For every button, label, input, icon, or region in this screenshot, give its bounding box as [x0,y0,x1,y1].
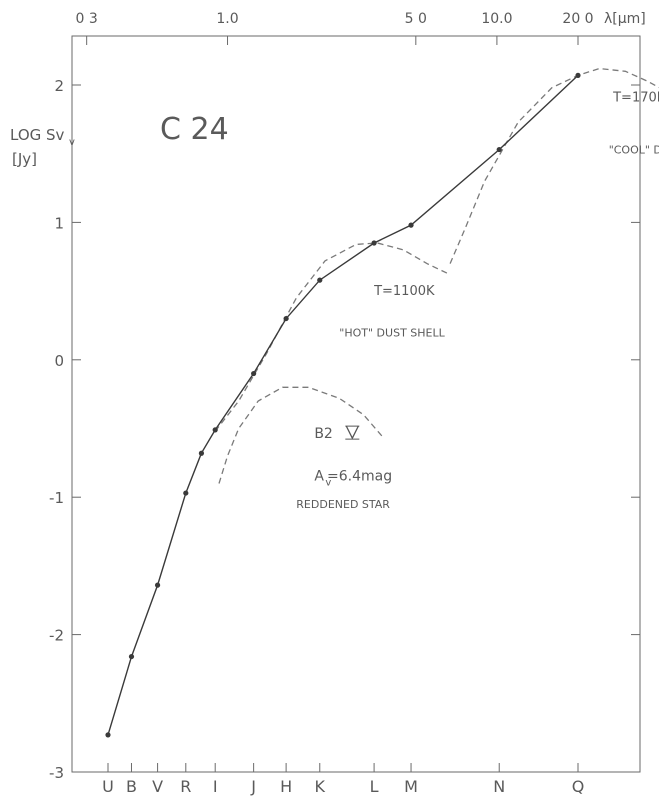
y-axis-unit: [Jy] [12,150,37,168]
top-tick-label: 10.0 [481,11,512,27]
axes: 2 1 0 -1 -2 -3 U B V R I J H K L M N Q 0 3 1.0 5 0 10.0 20 0 [49,11,641,796]
top-tick-label: 20 0 [562,11,593,27]
x-tick-label-q: Q [572,777,585,796]
top-tick-label: 1.0 [216,11,238,27]
data-point [317,277,323,283]
top-tick-label: 5 0 [405,11,427,27]
data-point [212,427,218,433]
x-tick-label-m: M [404,777,418,796]
av-subscript: v [325,478,331,489]
x-tick-label-k: K [315,777,326,796]
y-tick-label: 1 [54,214,64,232]
annotation: "COOL" DUST SHELL [609,144,659,157]
annotations: T=170K "COOL" DUST SHELL T=1100K "HOT" DUST… [69,90,659,511]
data-point [575,72,581,78]
y-tick-label: 2 [54,77,64,95]
x-tick-label-j: J [250,777,256,796]
plot-frame [71,35,641,773]
x-tick-label-b: B [126,777,137,796]
model-curve-2 [214,242,451,432]
annotation: "HOT" DUST SHELL [339,326,445,339]
data-point [283,315,289,322]
y-tick-label: -1 [49,489,64,507]
y-tick-label: -2 [49,627,64,645]
sv-subscript: v [69,137,75,148]
x-tick-label-v: V [152,777,163,796]
y-axis-label-main: LOG Sv [10,126,65,144]
top-tick-label: 0 3 [76,11,98,27]
data-point [128,653,135,660]
x-tick-label-r: R [180,777,191,796]
data-point [183,490,189,496]
data-point [154,582,161,588]
data-point [198,450,205,456]
y-tick-label: 0 [54,352,64,370]
sed-series [105,72,581,738]
data-point [105,732,111,738]
y-tick-label: -3 [49,764,64,782]
model-curves [214,67,659,484]
chart-title: C 24 [160,112,229,147]
annotation: B2 [314,426,333,442]
x-tick-label-n: N [493,777,505,796]
y-axis-label: LOG Sv [10,126,65,144]
x-tick-label-h: H [280,777,292,796]
x-tick-label-l: L [370,777,379,796]
x-tick-label-i: I [213,777,218,796]
annotation: =6.4mag [327,469,392,485]
annotation: T=170K [612,90,659,105]
roman-v-glyph [345,425,359,440]
data-point [496,146,502,153]
annotation: REDDENED STAR [296,498,390,511]
model-curve-1 [218,386,385,484]
annotation: T=1100K [373,284,435,299]
top-axis-unit: λ[μm] [604,11,646,27]
annotation: A [314,469,324,485]
data-point [371,240,377,246]
data-point [408,222,414,228]
model-curve-3 [449,67,659,264]
x-tick-label-u: U [102,777,114,796]
data-point [251,370,257,377]
